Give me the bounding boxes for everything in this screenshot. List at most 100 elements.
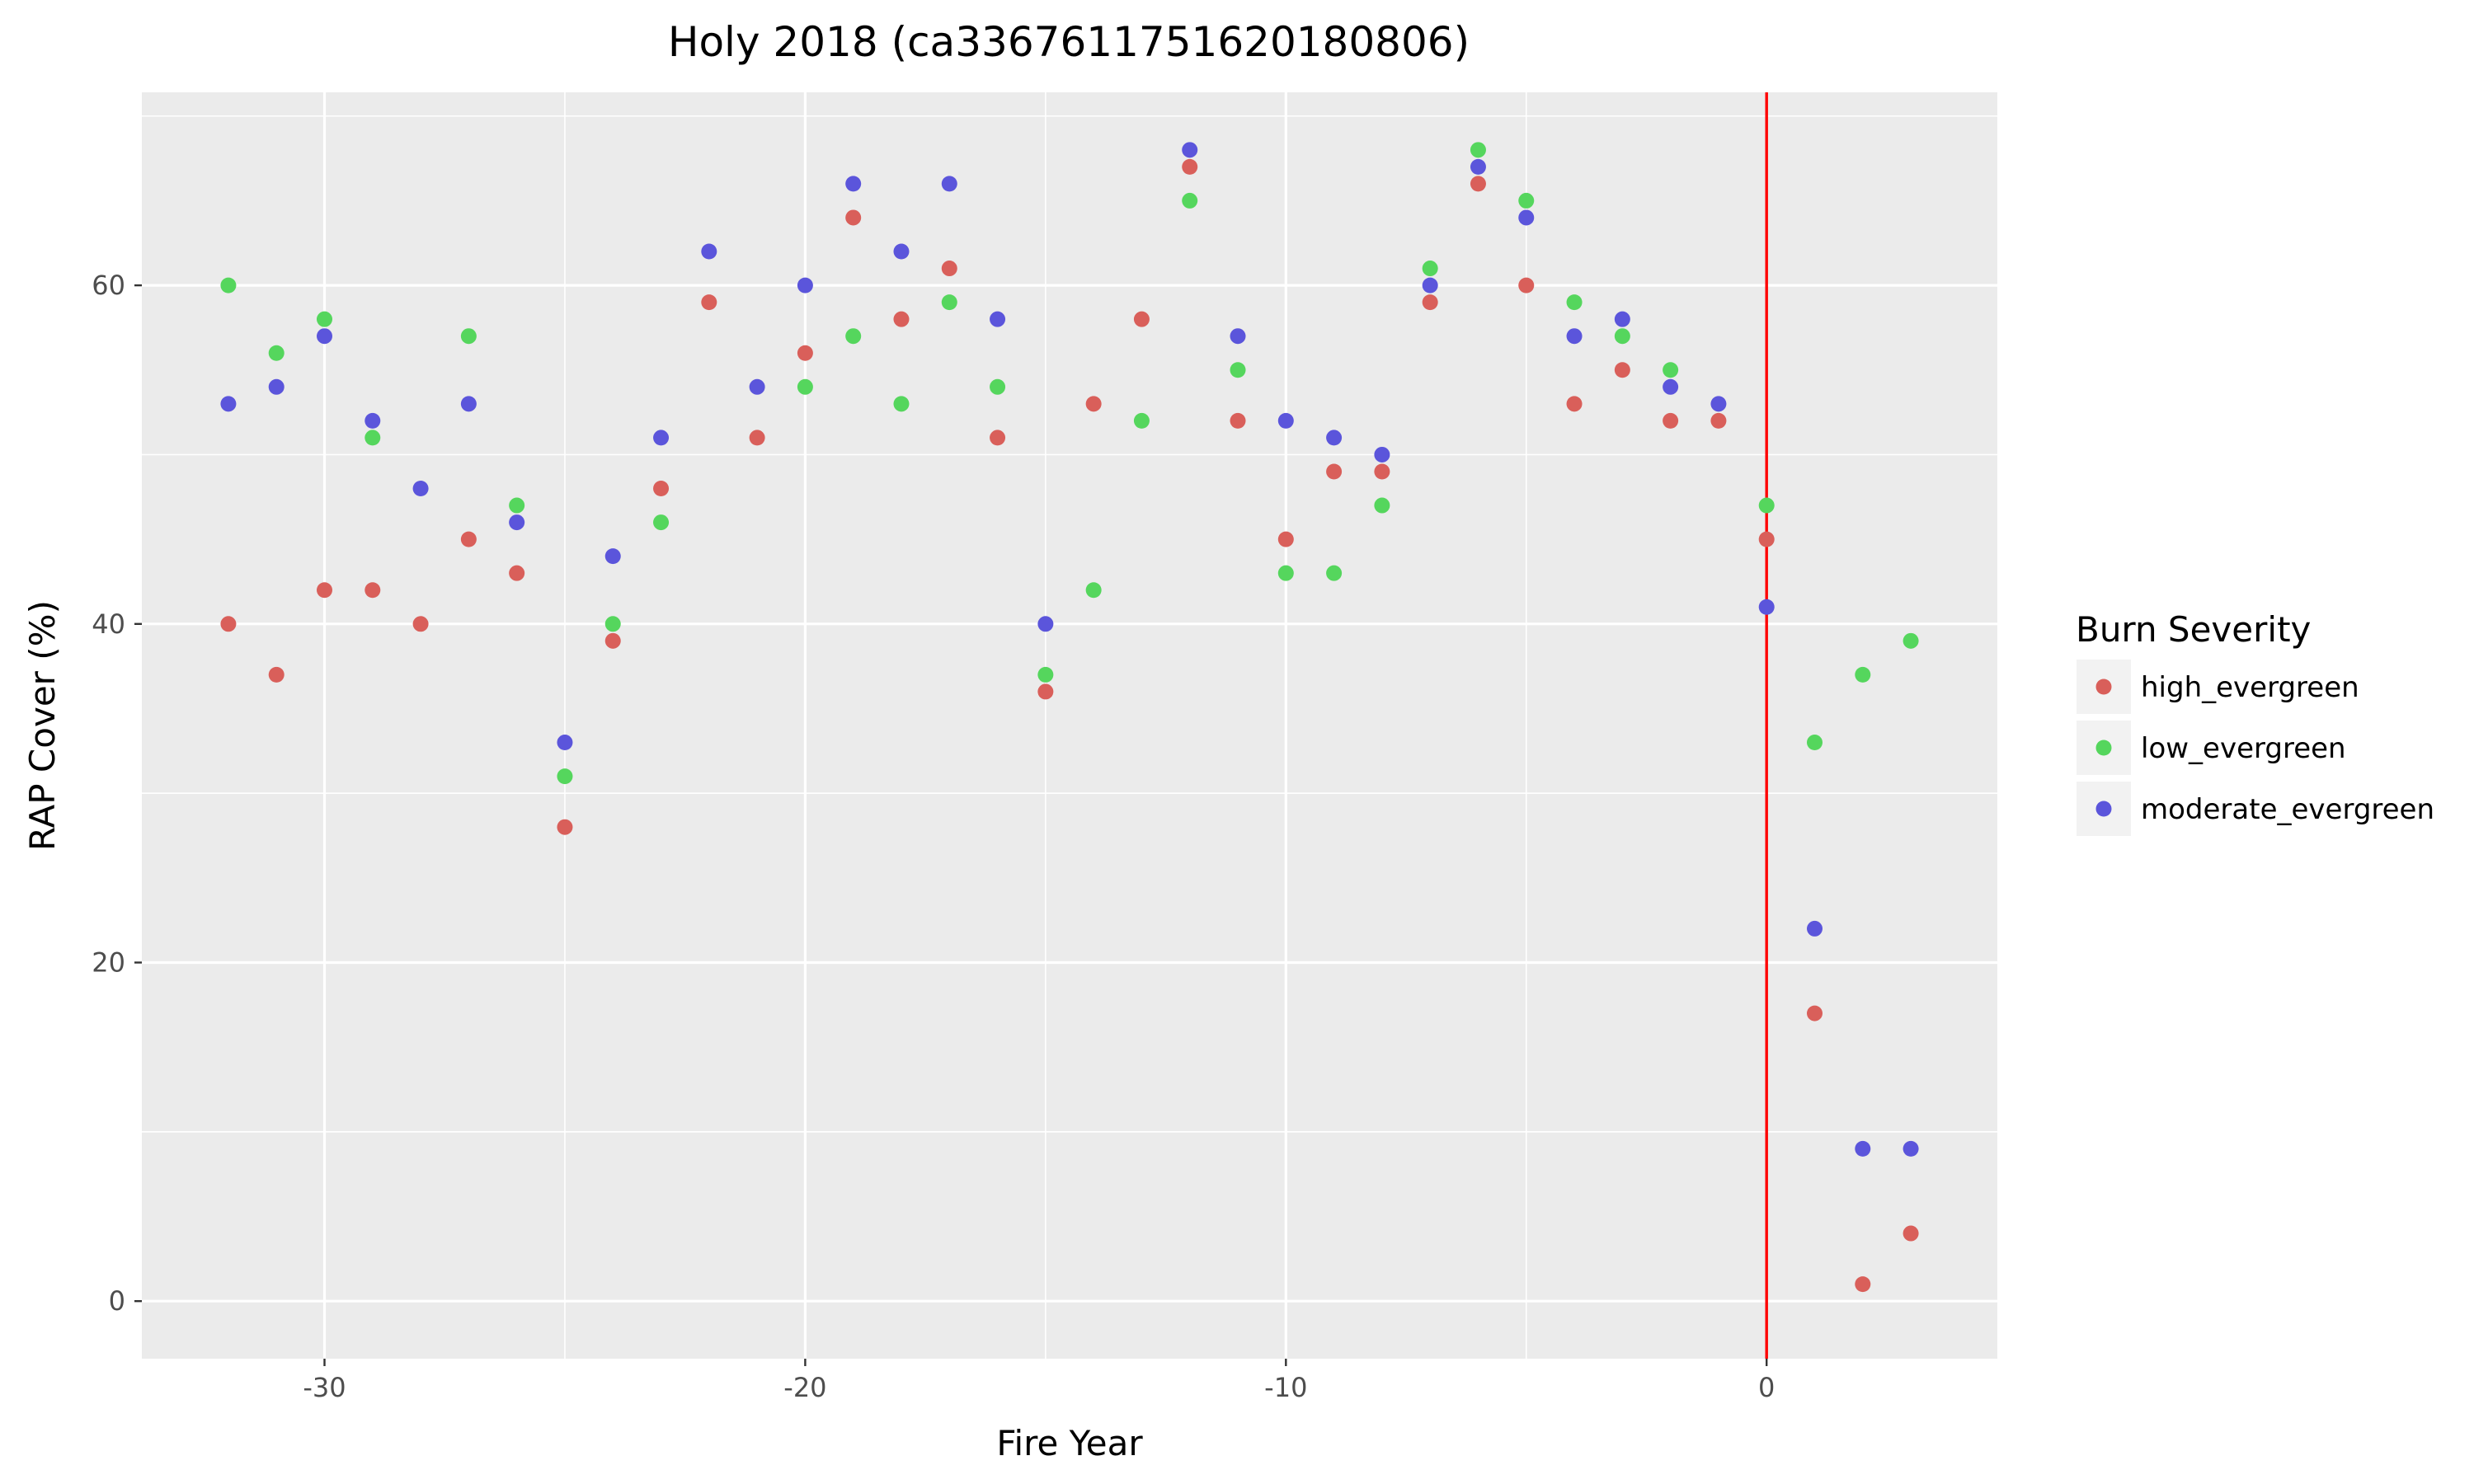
data-point <box>1133 412 1150 429</box>
data-point <box>1374 446 1390 463</box>
data-point <box>990 378 1006 395</box>
data-point <box>365 412 381 429</box>
data-point <box>941 176 957 192</box>
data-point <box>1855 666 1871 683</box>
data-point <box>460 396 477 412</box>
data-point <box>1758 531 1775 547</box>
data-point <box>893 243 910 260</box>
data-point <box>1277 565 1294 581</box>
data-point <box>1470 176 1486 192</box>
data-point <box>604 616 621 632</box>
legend-marker <box>2095 801 2112 817</box>
data-point <box>412 481 429 497</box>
data-point <box>653 430 670 446</box>
data-point <box>1326 430 1343 446</box>
data-point <box>509 565 525 581</box>
data-point <box>220 616 237 632</box>
data-point <box>220 277 237 294</box>
data-point <box>653 481 670 497</box>
series-low-evergreen <box>220 142 1919 785</box>
data-point <box>797 345 813 361</box>
data-point <box>1518 277 1535 294</box>
data-point <box>220 396 237 412</box>
legend-item-high-evergreen: high_evergreen <box>2077 660 2359 714</box>
data-point <box>701 243 717 260</box>
legend-marker <box>2095 740 2112 756</box>
data-point <box>1037 683 1054 700</box>
data-point <box>1277 412 1294 429</box>
data-point <box>1133 311 1150 327</box>
data-point <box>1182 158 1198 175</box>
data-point <box>1614 311 1630 327</box>
data-point <box>365 582 381 599</box>
data-point <box>1037 666 1054 683</box>
x-axis-ticks: -30 -20 -10 0 <box>303 1359 1775 1403</box>
data-point <box>1710 396 1727 412</box>
data-point <box>653 514 670 531</box>
data-point <box>317 582 333 599</box>
legend-item-low-evergreen: low_evergreen <box>2077 721 2346 775</box>
data-point <box>1903 1140 1919 1157</box>
data-point <box>1663 362 1679 378</box>
data-point <box>990 430 1006 446</box>
data-point <box>797 277 813 294</box>
data-point <box>1806 920 1823 937</box>
data-point <box>1758 599 1775 615</box>
data-point <box>1037 616 1054 632</box>
data-point <box>749 430 765 446</box>
data-point <box>941 294 957 311</box>
y-tick-label: 40 <box>92 608 125 640</box>
legend-title: Burn Severity <box>2076 609 2311 650</box>
data-point <box>557 735 573 751</box>
y-axis-ticks: 0 20 40 60 <box>92 270 142 1317</box>
data-point <box>1182 192 1198 209</box>
data-point <box>1614 362 1630 378</box>
y-tick-label: 0 <box>109 1285 125 1317</box>
data-point <box>1903 1225 1919 1242</box>
data-point <box>1710 412 1727 429</box>
data-point <box>797 378 813 395</box>
data-point <box>1422 294 1438 311</box>
data-point <box>941 261 957 277</box>
data-point <box>1326 565 1343 581</box>
legend-items: high_evergreen low_evergreen moderate_ever… <box>2077 660 2434 836</box>
series-moderate-evergreen <box>220 142 1919 1157</box>
x-axis-title: Fire Year <box>996 1423 1143 1463</box>
data-point <box>1374 497 1390 514</box>
y-tick-label: 20 <box>92 946 125 978</box>
data-point <box>990 311 1006 327</box>
plot-panel <box>142 92 1997 1359</box>
series-high-evergreen <box>220 158 1919 1293</box>
data-point <box>1566 294 1583 311</box>
data-point <box>1422 277 1438 294</box>
legend-item-moderate-evergreen: moderate_evergreen <box>2077 782 2434 836</box>
data-point <box>1903 632 1919 649</box>
data-point <box>460 531 477 547</box>
data-point <box>1182 142 1198 158</box>
data-point <box>1518 209 1535 226</box>
x-tick-label: -10 <box>1264 1372 1307 1403</box>
legend-label: high_evergreen <box>2141 671 2359 704</box>
data-point <box>268 666 285 683</box>
y-tick-label: 60 <box>92 270 125 301</box>
data-point <box>317 311 333 327</box>
data-point <box>557 819 573 835</box>
data-point <box>1663 378 1679 395</box>
x-tick-label: 0 <box>1758 1372 1775 1403</box>
y-axis-title: RAP Cover (%) <box>22 600 63 851</box>
x-tick-label: -30 <box>303 1372 346 1403</box>
data-point <box>509 514 525 531</box>
data-point <box>1230 362 1246 378</box>
legend: Burn Severity high_evergreen low_evergree… <box>2076 609 2434 836</box>
data-point <box>893 396 910 412</box>
data-point <box>509 497 525 514</box>
x-tick-label: -20 <box>783 1372 826 1403</box>
data-point <box>1806 735 1823 751</box>
minor-gridlines <box>142 92 1997 1359</box>
data-point <box>460 328 477 345</box>
data-point <box>1663 412 1679 429</box>
data-point <box>1566 328 1583 345</box>
data-point <box>317 328 333 345</box>
data-point <box>1758 497 1775 514</box>
data-point <box>1085 582 1102 599</box>
